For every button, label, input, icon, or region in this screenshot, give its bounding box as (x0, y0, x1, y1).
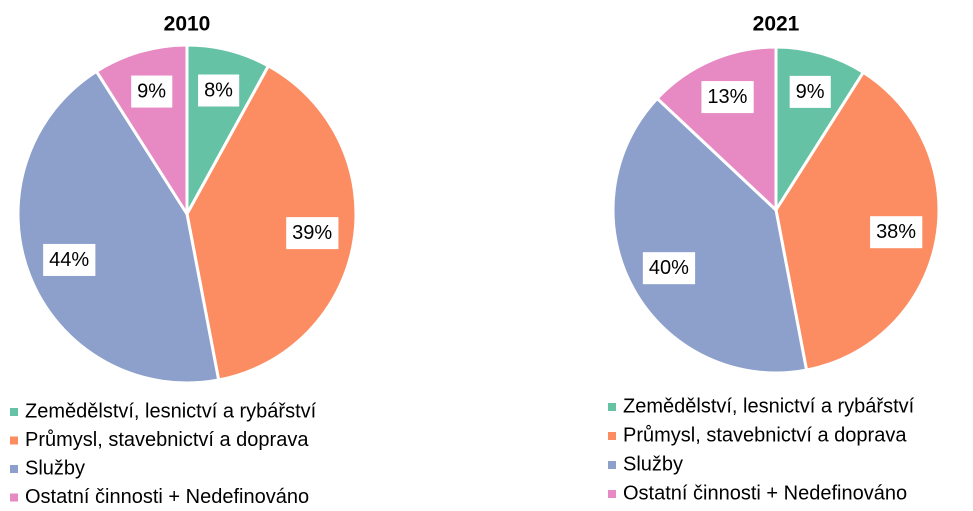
legend-label: Průmysl, stavebnictví a doprava (25, 429, 309, 451)
legend-label: Průmysl, stavebnictví a doprava (623, 424, 907, 446)
legend-label: Služby (25, 457, 85, 479)
data-label-box (789, 75, 831, 108)
legend-swatch (608, 490, 616, 498)
data-label: 13% (707, 86, 747, 108)
data-label-box (131, 75, 173, 108)
data-label: 39% (292, 222, 332, 244)
data-label-box (286, 217, 339, 250)
legend-swatch (608, 432, 616, 440)
pie-slice (774, 70, 941, 372)
data-label: 44% (49, 249, 89, 271)
data-label-box (701, 81, 754, 114)
legend-swatch (608, 461, 616, 469)
pie-slice (611, 96, 809, 375)
data-label: 9% (796, 81, 825, 103)
legend-label: Ostatní činnosti + Nedefinováno (623, 482, 907, 504)
legend-swatch (10, 493, 18, 502)
pie-slice (16, 69, 221, 385)
legend-swatch (10, 436, 18, 445)
chart-title: 2010 (164, 13, 211, 36)
data-label: 9% (137, 81, 166, 103)
data-label: 38% (876, 221, 916, 243)
data-label-box (870, 216, 923, 249)
legend-swatch (10, 465, 18, 473)
legend-label: Ostatní činnosti + Nedefinováno (25, 486, 309, 508)
legend-label: Zemědělství, lesnictví a rybářství (25, 400, 317, 422)
data-label-box (642, 252, 696, 285)
data-label-box (198, 74, 240, 107)
legend-swatch (10, 408, 18, 416)
pie-slice (185, 63, 358, 382)
legend-label: Služby (623, 453, 683, 475)
legend-swatch (608, 403, 616, 411)
data-label: 40% (649, 257, 689, 279)
data-label: 8% (204, 80, 233, 102)
chart-title: 2021 (753, 13, 800, 36)
data-label-box (43, 243, 96, 276)
legend-label: Zemědělství, lesnictví a rybářství (623, 395, 915, 417)
